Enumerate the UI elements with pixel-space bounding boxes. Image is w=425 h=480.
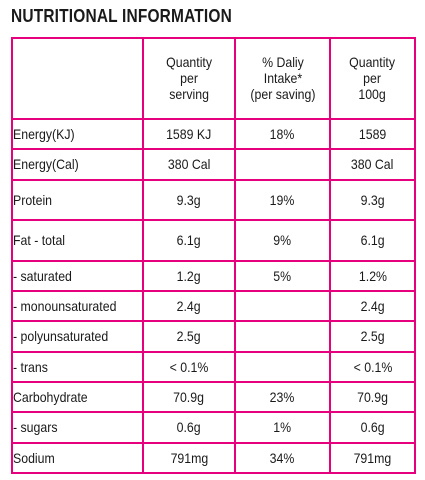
nutrient-name: Protein xyxy=(11,178,144,222)
nutrient-name: - polyunsaturated xyxy=(11,320,144,353)
daily-intake-value xyxy=(234,320,331,353)
nutrient-name: Sodium xyxy=(11,441,144,475)
daily-intake-value xyxy=(234,148,331,181)
nutrition-table: Quantity per serving % Daliy Intake* (per sa… xyxy=(11,37,416,475)
per-100g-value: 70.9g xyxy=(329,380,416,414)
daily-intake-value: 9% xyxy=(234,219,331,262)
table-row: Sodium 791mg 34% 791mg xyxy=(11,441,416,475)
per-serving-value: 791mg xyxy=(142,441,236,475)
table-row: Fat - total 6.1g 9% 6.1g xyxy=(11,219,416,262)
table-header-row: Quantity per serving % Daliy Intake* (per sa… xyxy=(11,37,416,120)
daily-intake-value: 18% xyxy=(234,117,331,151)
table-row: Protein 9.3g 19% 9.3g xyxy=(11,178,416,222)
per-100g-value: 6.1g xyxy=(329,219,416,262)
header-blank xyxy=(11,37,144,120)
table-row: - monounsaturated 2.4g 2.4g xyxy=(11,289,416,323)
nutrient-name: - trans xyxy=(11,350,144,383)
per-serving-value: 9.3g xyxy=(142,178,236,222)
page-title: NUTRITIONAL INFORMATION xyxy=(11,6,232,26)
table-row: - polyunsaturated 2.5g 2.5g xyxy=(11,320,416,353)
per-100g-value: 2.5g xyxy=(329,320,416,353)
table-row: Energy(KJ) 1589 KJ 18% 1589 xyxy=(11,117,416,151)
per-serving-value: 1589 KJ xyxy=(142,117,236,151)
daily-intake-value: 19% xyxy=(234,178,331,222)
daily-intake-value: 5% xyxy=(234,259,331,292)
daily-intake-value xyxy=(234,289,331,323)
nutrient-name: - monounsaturated xyxy=(11,289,144,323)
per-serving-value: 380 Cal xyxy=(142,148,236,181)
daily-intake-value: 1% xyxy=(234,411,331,444)
table-row: - saturated 1.2g 5% 1.2% xyxy=(11,259,416,292)
daily-intake-value xyxy=(234,350,331,383)
per-100g-value: 380 Cal xyxy=(329,148,416,181)
per-100g-value: 9.3g xyxy=(329,178,416,222)
nutrient-name: Energy(Cal) xyxy=(11,148,144,181)
nutrient-name: Energy(KJ) xyxy=(11,117,144,151)
header-quantity-per-serving: Quantity per serving xyxy=(142,37,236,120)
nutrient-name: Fat - total xyxy=(11,219,144,262)
table-row: Energy(Cal) 380 Cal 380 Cal xyxy=(11,148,416,181)
daily-intake-value: 34% xyxy=(234,441,331,475)
per-serving-value: 6.1g xyxy=(142,219,236,262)
header-daily-intake: % Daliy Intake* (per saving) xyxy=(234,37,331,120)
per-serving-value: 2.4g xyxy=(142,289,236,323)
nutrient-name: - saturated xyxy=(11,259,144,292)
nutrient-name: Carbohydrate xyxy=(11,380,144,414)
per-100g-value: 2.4g xyxy=(329,289,416,323)
table-row: - sugars 0.6g 1% 0.6g xyxy=(11,411,416,444)
per-100g-value: 791mg xyxy=(329,441,416,475)
table-row: - trans < 0.1% < 0.1% xyxy=(11,350,416,383)
per-serving-value: 70.9g xyxy=(142,380,236,414)
per-100g-value: 1589 xyxy=(329,117,416,151)
per-serving-value: 2.5g xyxy=(142,320,236,353)
table-row: Carbohydrate 70.9g 23% 70.9g xyxy=(11,380,416,414)
per-100g-value: 0.6g xyxy=(329,411,416,444)
per-100g-value: < 0.1% xyxy=(329,350,416,383)
per-serving-value: 1.2g xyxy=(142,259,236,292)
header-quantity-per-100g: Quantity per 100g xyxy=(329,37,416,120)
per-serving-value: < 0.1% xyxy=(142,350,236,383)
daily-intake-value: 23% xyxy=(234,380,331,414)
per-serving-value: 0.6g xyxy=(142,411,236,444)
per-100g-value: 1.2% xyxy=(329,259,416,292)
nutrient-name: - sugars xyxy=(11,411,144,444)
